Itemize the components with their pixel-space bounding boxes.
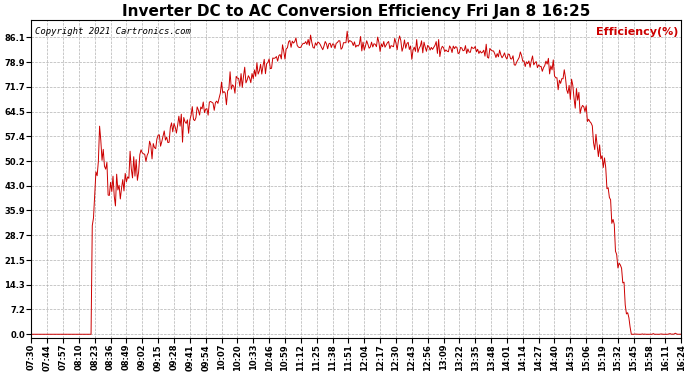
Title: Inverter DC to AC Conversion Efficiency Fri Jan 8 16:25: Inverter DC to AC Conversion Efficiency … (122, 4, 591, 19)
Text: Copyright 2021 Cartronics.com: Copyright 2021 Cartronics.com (34, 27, 190, 36)
Text: Efficiency(%): Efficiency(%) (595, 27, 678, 37)
